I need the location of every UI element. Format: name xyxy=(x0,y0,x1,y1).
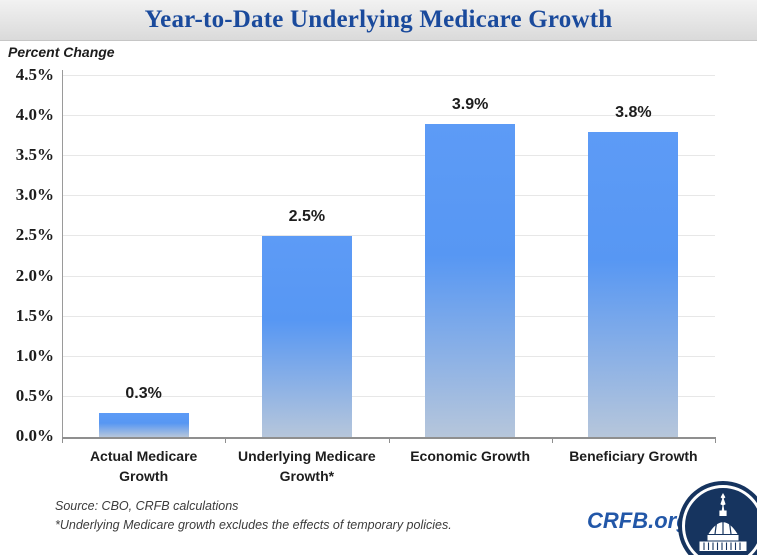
y-axis-title: Percent Change xyxy=(8,44,115,60)
y-tick-label: 0.0% xyxy=(15,426,54,445)
bar-value-label: 3.9% xyxy=(451,96,489,114)
gridline xyxy=(62,195,715,197)
y-tick-label: 1.0% xyxy=(15,345,54,365)
gridline xyxy=(62,115,715,117)
y-axis-line xyxy=(62,70,63,437)
y-tick-label: 4.0% xyxy=(15,105,54,125)
bar xyxy=(98,412,189,437)
bar xyxy=(261,236,352,437)
bar-value-label: 2.5% xyxy=(288,208,326,226)
x-axis-line xyxy=(62,437,716,439)
category-labels: Actual Medicare Growth Underlying Medicar… xyxy=(62,447,715,493)
gridline xyxy=(62,155,715,157)
gridline xyxy=(62,355,715,357)
y-tick-label: 3.5% xyxy=(15,145,54,165)
title-bar: Year-to-Date Underlying Medicare Growth xyxy=(0,0,757,41)
category-label: Economic Growth xyxy=(410,448,531,464)
x-axis-tick xyxy=(715,439,716,443)
gridline xyxy=(62,235,715,237)
category-label: Beneficiary Growth xyxy=(569,448,698,464)
y-tick-label: 3.0% xyxy=(15,185,54,205)
y-axis-tick-labels: 0.0% 0.5% 1.0% 1.5% 2.0% 2.5% 3.0% 3.5% 4.0% 4.5% xyxy=(0,65,54,445)
category-label: Actual Medicare Growth xyxy=(89,448,198,484)
plot-area: 0.3% 2.5% 3.9% 3.8% xyxy=(62,75,715,437)
bar xyxy=(588,132,679,437)
gridline xyxy=(62,395,715,397)
footnote: *Underlying Medicare growth excludes the… xyxy=(55,518,452,532)
crfb-capitol-logo-icon xyxy=(678,481,757,555)
y-tick-label: 2.5% xyxy=(15,225,54,245)
bar xyxy=(425,124,516,437)
bar-value-label: 0.3% xyxy=(125,384,162,402)
x-axis-tick xyxy=(225,439,227,443)
y-tick-label: 2.0% xyxy=(15,265,54,285)
gridline xyxy=(62,75,715,76)
y-tick-label: 0.5% xyxy=(15,385,54,405)
x-axis-tick xyxy=(62,439,63,443)
bar-value-label: 3.8% xyxy=(615,104,652,122)
y-tick-label: 1.5% xyxy=(15,305,54,325)
gridline xyxy=(62,275,715,277)
source-note: Source: CBO, CRFB calculations xyxy=(55,499,239,513)
x-axis-tick xyxy=(388,439,390,443)
chart-title: Year-to-Date Underlying Medicare Growth xyxy=(144,6,613,33)
category-label: Underlying Medicare Growth* xyxy=(238,448,376,484)
y-tick-label: 4.5% xyxy=(15,65,54,84)
crfb-brand-text: CRFB.org xyxy=(587,508,690,533)
x-axis-tick xyxy=(551,439,553,443)
gridline xyxy=(62,315,715,317)
